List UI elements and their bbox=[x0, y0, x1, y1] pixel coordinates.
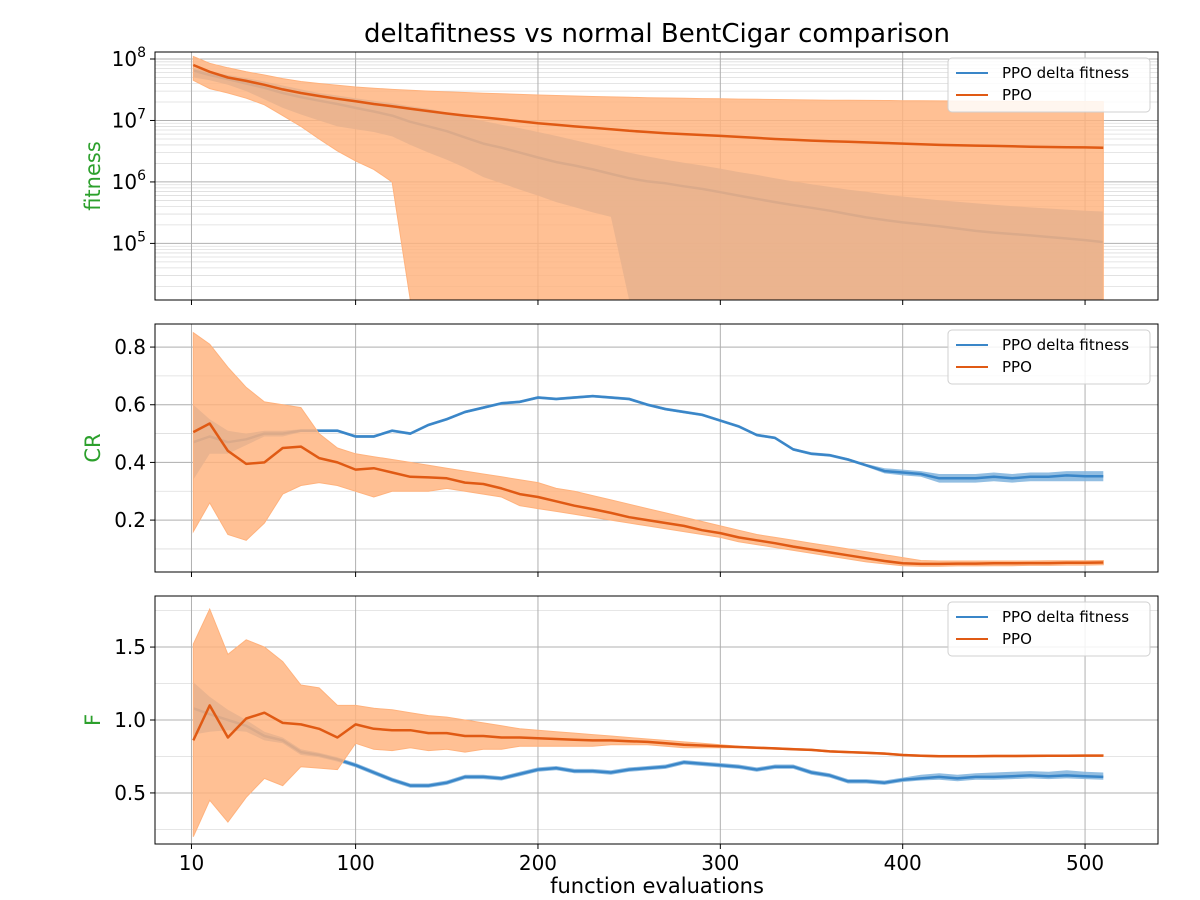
y-tick-label: 0.5 bbox=[114, 781, 146, 805]
y-tick-label: 1.0 bbox=[114, 708, 146, 732]
x-tick-label: 100 bbox=[337, 851, 375, 875]
legend: PPO delta fitness PPO bbox=[947, 57, 1151, 113]
legend-entry: PPO delta fitness bbox=[1002, 64, 1129, 82]
y-axis-label: fitness bbox=[81, 141, 105, 211]
x-tick-label: 500 bbox=[1066, 851, 1104, 875]
axes-frame bbox=[154, 323, 1159, 573]
legend: PPO delta fitness PPO bbox=[947, 601, 1151, 657]
y-tick-label: 0.2 bbox=[114, 508, 146, 532]
legend-entry: PPO bbox=[1002, 630, 1032, 648]
subplot-f: 0.5 1.0 1.5 F PPO delta fitness PPO bbox=[81, 595, 1159, 849]
subplot-cr: 0.2 0.4 0.6 0.8 CR PPO delta fitness PPO bbox=[81, 323, 1159, 577]
legend-entry: PPO bbox=[1002, 358, 1032, 376]
x-tick-label: 10 bbox=[179, 851, 204, 875]
chart-title: deltafitness vs normal BentCigar compari… bbox=[364, 19, 950, 49]
x-tick-label: 200 bbox=[519, 851, 557, 875]
line-ppo bbox=[192, 704, 1104, 758]
y-tick-label: 0.6 bbox=[114, 393, 146, 417]
y-tick-label: 0.8 bbox=[114, 335, 146, 359]
x-axis-ticks: 10 100 200 300 400 500 bbox=[179, 851, 1104, 875]
y-tick-label: 105 bbox=[112, 229, 146, 255]
x-tick-label: 400 bbox=[884, 851, 922, 875]
line-ppo-delta-fitness bbox=[192, 394, 1104, 480]
x-tick-label: 300 bbox=[701, 851, 739, 875]
legend-entry: PPO delta fitness bbox=[1002, 336, 1129, 354]
legend-entry: PPO delta fitness bbox=[1002, 608, 1129, 626]
x-axis-label: function evaluations bbox=[550, 874, 764, 898]
y-tick-label: 107 bbox=[112, 106, 146, 132]
subplot-fitness: 105 106 107 108 fitness PPO delta fitness PPO bbox=[81, 45, 1159, 305]
legend: PPO delta fitness PPO bbox=[947, 329, 1151, 385]
legend-entry: PPO bbox=[1002, 86, 1032, 104]
line-ppo bbox=[192, 422, 1104, 566]
y-tick-label: 108 bbox=[112, 45, 146, 71]
y-tick-label: 0.4 bbox=[114, 450, 146, 474]
y-tick-label: 1.5 bbox=[114, 635, 146, 659]
y-axis-label: CR bbox=[81, 433, 105, 462]
y-tick-label: 106 bbox=[112, 168, 146, 194]
axes-frame bbox=[154, 51, 1159, 301]
y-axis-label: F bbox=[81, 714, 105, 726]
line-ppo bbox=[192, 63, 1104, 149]
